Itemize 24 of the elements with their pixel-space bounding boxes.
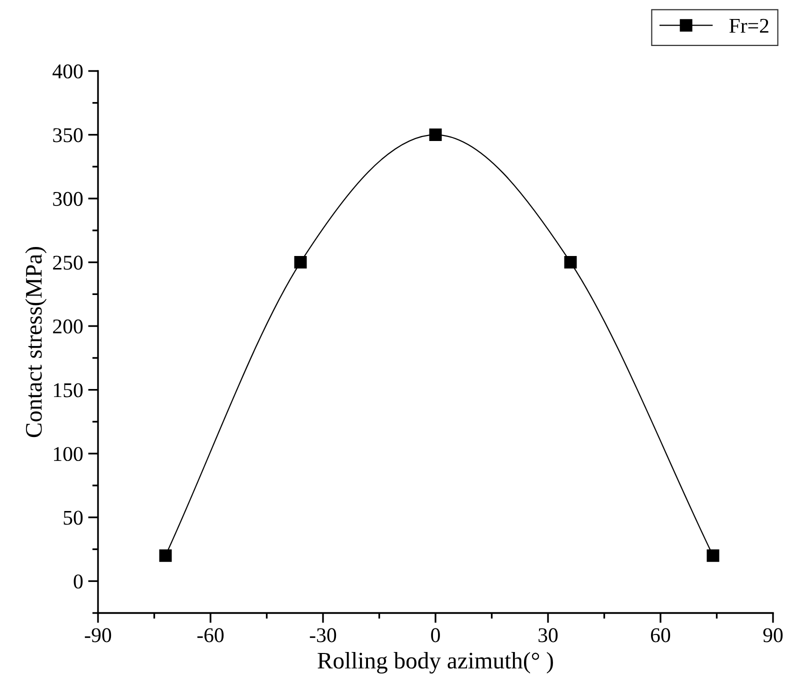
point — [429, 128, 442, 142]
y-tick-label: 350 — [53, 128, 83, 142]
y-axis-title: Contact stress(MPa) — [25, 246, 47, 438]
y-tick-label: 300 — [53, 192, 83, 206]
x-tick-label: -60 — [197, 628, 224, 642]
point — [294, 256, 307, 269]
x-tick-label: 90 — [763, 628, 783, 642]
x-tick-label: 0 — [431, 628, 440, 642]
x-tick-label: 60 — [650, 628, 670, 642]
y-tick-label: 200 — [53, 319, 83, 334]
point — [564, 256, 577, 269]
x-tick-label: -30 — [310, 628, 336, 642]
point — [706, 549, 720, 562]
point — [159, 549, 172, 562]
y-tick-label: 400 — [52, 64, 83, 78]
x-axis-title: Rolling body azimuth(° ) — [318, 652, 553, 674]
legend-label: Fr=2 — [729, 18, 768, 33]
y-tick-label: 0 — [74, 574, 83, 589]
y-tick-label: 250 — [53, 256, 83, 270]
x-tick-label: 30 — [538, 628, 558, 642]
y-tick-label: 100 — [54, 446, 83, 462]
y-tick-label: 50 — [64, 510, 83, 525]
x-tick-label: -90 — [84, 628, 112, 642]
y-tick-label: 150 — [54, 383, 83, 398]
